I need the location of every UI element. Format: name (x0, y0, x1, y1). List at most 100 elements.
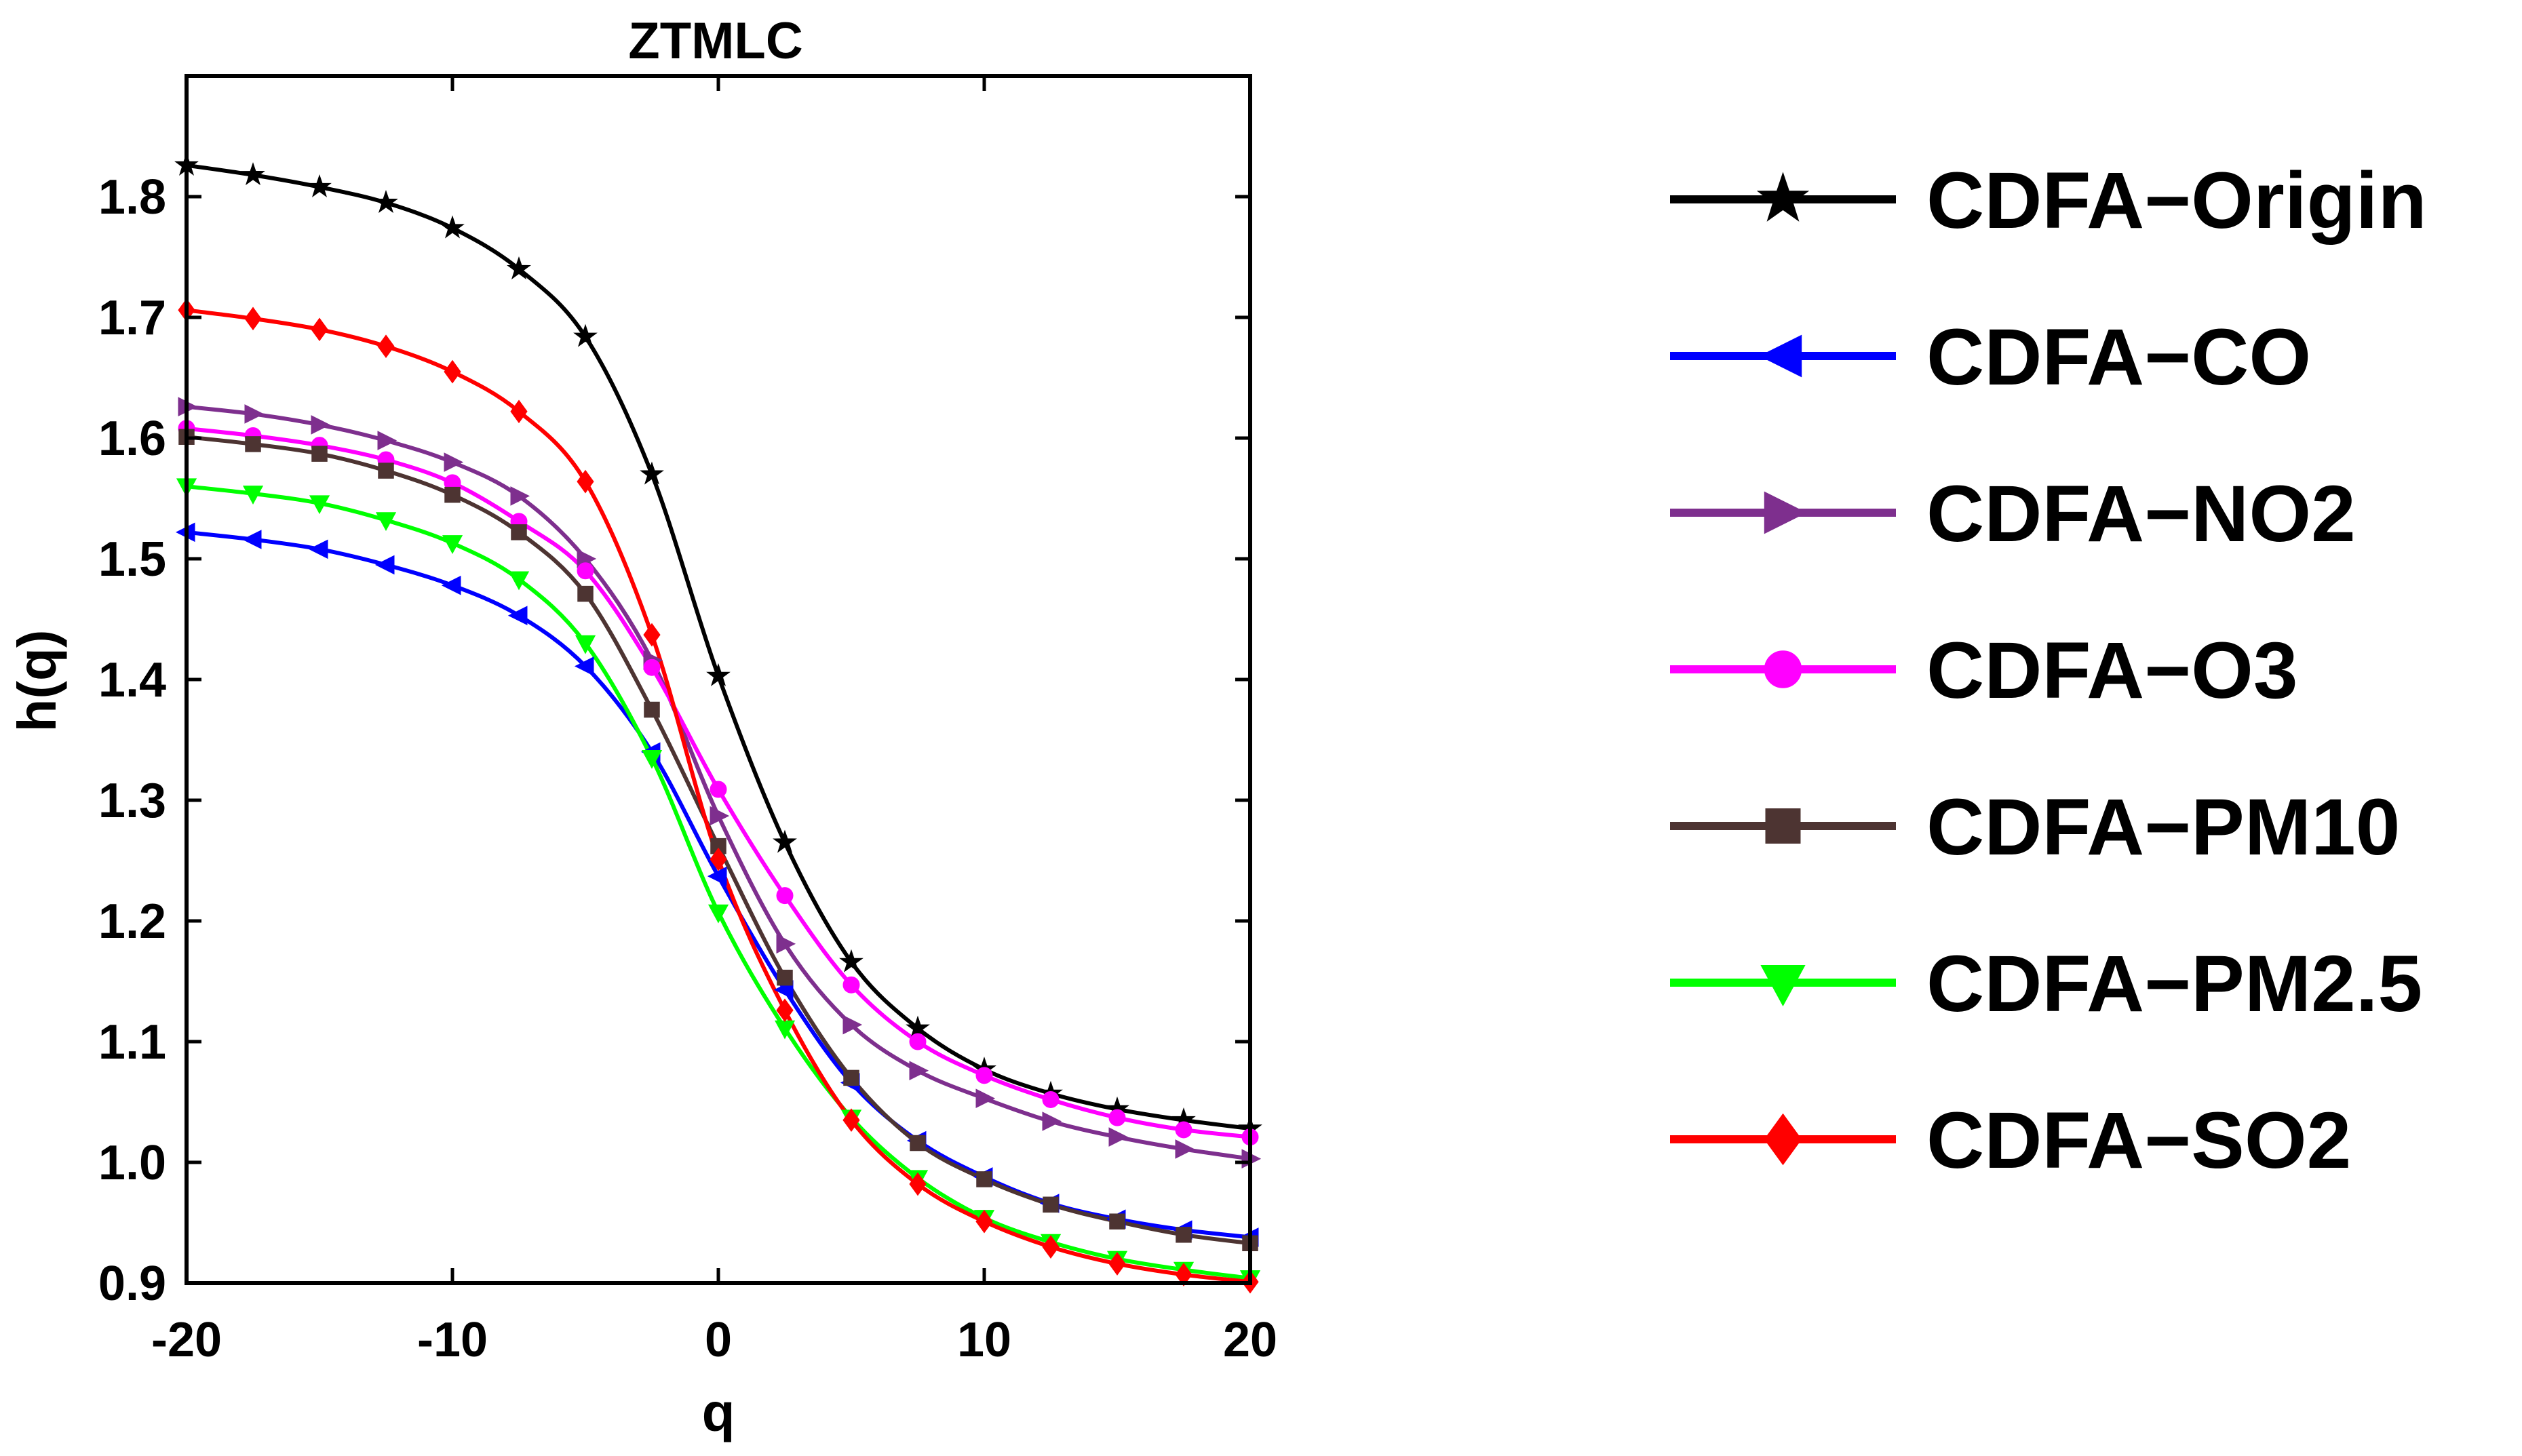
data-point-cdfa-so2-13 (1042, 1235, 1060, 1259)
data-point-cdfa-o3-15 (1175, 1121, 1192, 1139)
legend-item-cdfa-pm2-5: CDFA−PM2.5 (1670, 939, 2422, 1029)
data-point-cdfa-o3-8 (710, 781, 727, 798)
data-point-cdfa-pm2-5-6 (575, 635, 596, 654)
data-point-cdfa-so2-15 (1175, 1263, 1192, 1286)
legend-marker-star (1756, 172, 1810, 222)
series-markers-cdfa-pm10 (178, 429, 1258, 1252)
data-point-cdfa-origin-10 (839, 949, 864, 972)
data-point-cdfa-o3-9 (776, 887, 794, 905)
y-axis-label: h(q) (7, 629, 67, 732)
data-point-cdfa-co-8 (707, 866, 727, 886)
legend-label: CDFA−O3 (1926, 626, 2298, 715)
x-ticks: -20 -10 0 10 20 (151, 76, 1277, 1367)
data-point-cdfa-no2-3 (377, 431, 397, 450)
data-point-cdfa-o3-6 (577, 562, 594, 580)
legend-marker-triangle-right (1764, 491, 1807, 534)
data-point-cdfa-o3-10 (842, 976, 860, 993)
y-tick-label: 1.4 (98, 653, 166, 707)
data-point-cdfa-so2-2 (311, 317, 328, 342)
legend-item-cdfa-origin: CDFA−Origin (1670, 156, 2427, 245)
data-point-cdfa-co-1 (241, 530, 262, 549)
data-point-cdfa-origin-7 (640, 461, 664, 485)
data-point-cdfa-so2-6 (577, 469, 594, 494)
data-point-cdfa-no2-11 (909, 1061, 929, 1081)
data-point-cdfa-pm10-2 (311, 446, 328, 462)
data-point-cdfa-co-2 (308, 539, 328, 559)
data-point-cdfa-so2-1 (244, 307, 262, 331)
data-point-cdfa-so2-14 (1108, 1252, 1126, 1276)
legend-marker-triangle-down (1760, 965, 1806, 1007)
legend-marker-circle (1764, 650, 1802, 688)
legend-label: CDFA−PM2.5 (1926, 939, 2422, 1029)
legend-item-cdfa-so2: CDFA−SO2 (1670, 1096, 2351, 1185)
data-point-cdfa-no2-1 (244, 404, 265, 424)
legend-label: CDFA−CO (1926, 313, 2311, 402)
data-point-cdfa-origin-5 (507, 256, 531, 280)
chart-title: ZTMLC (628, 12, 802, 70)
data-point-cdfa-pm2-5-8 (707, 904, 729, 924)
y-tick-label: 1.5 (98, 532, 166, 587)
legend: CDFA−Origin CDFA−CO CDFA−NO2 CDFA−O3 CDFA−PM… (1670, 156, 2427, 1185)
data-point-cdfa-pm2-5-2 (309, 495, 330, 515)
data-point-cdfa-origin-4 (440, 215, 465, 239)
data-point-cdfa-origin-8 (706, 663, 731, 686)
data-point-cdfa-so2-11 (909, 1172, 927, 1196)
data-point-cdfa-pm2-5-5 (508, 571, 530, 591)
x-tick-label: -10 (417, 1313, 488, 1367)
legend-label: CDFA−PM10 (1926, 783, 2400, 872)
y-tick-label: 1.7 (98, 291, 166, 345)
data-point-cdfa-no2-9 (776, 934, 796, 954)
y-tick-label: 0.9 (98, 1257, 166, 1311)
legend-label: CDFA−Origin (1926, 156, 2427, 245)
data-point-cdfa-co-3 (374, 555, 395, 575)
data-point-cdfa-pm10-15 (1176, 1227, 1192, 1243)
data-point-cdfa-pm10-12 (976, 1171, 992, 1187)
y-tick-label: 1.8 (98, 170, 166, 224)
data-point-cdfa-pm10-7 (644, 701, 660, 718)
data-point-cdfa-no2-12 (975, 1088, 996, 1109)
data-point-cdfa-o3-14 (1108, 1109, 1126, 1126)
data-point-cdfa-pm10-11 (910, 1135, 926, 1152)
data-point-cdfa-pm10-1 (245, 436, 261, 452)
data-point-cdfa-pm10-14 (1109, 1213, 1125, 1229)
data-point-cdfa-pm2-5-7 (641, 750, 663, 769)
series-markers-cdfa-no2 (178, 397, 1262, 1169)
data-point-cdfa-pm10-3 (378, 463, 394, 479)
x-axis-label: q (702, 1382, 735, 1442)
data-point-cdfa-pm2-5-4 (442, 535, 463, 554)
data-point-cdfa-so2-4 (444, 359, 461, 384)
x-tick-label: 0 (705, 1313, 732, 1367)
data-point-cdfa-so2-12 (975, 1209, 993, 1234)
data-point-cdfa-no2-14 (1108, 1127, 1129, 1147)
data-point-cdfa-pm2-5-1 (242, 486, 264, 505)
legend-item-cdfa-co: CDFA−CO (1670, 313, 2311, 402)
data-point-cdfa-pm10-5 (511, 524, 527, 540)
legend-item-cdfa-o3: CDFA−O3 (1670, 626, 2298, 715)
y-tick-label: 1.2 (98, 894, 166, 949)
data-point-cdfa-so2-8 (710, 847, 727, 871)
legend-marker-square (1765, 808, 1801, 844)
data-point-cdfa-pm2-5-3 (375, 512, 397, 532)
y-tick-label: 1.1 (98, 1015, 166, 1069)
markers-layer (174, 152, 1262, 1294)
y-tick-label: 1.6 (98, 412, 166, 466)
data-point-cdfa-so2-7 (643, 623, 661, 647)
data-point-cdfa-o3-13 (1042, 1090, 1060, 1108)
data-point-cdfa-no2-8 (710, 806, 730, 826)
y-ticks: 0.9 1.0 1.1 1.2 1.3 1.4 1.5 1.6 1.7 1.8 (98, 170, 1250, 1311)
legend-marker-triangle-left (1759, 334, 1802, 378)
x-tick-label: 10 (957, 1313, 1011, 1367)
legend-item-cdfa-pm10: CDFA−PM10 (1670, 783, 2400, 872)
data-point-cdfa-so2-5 (510, 399, 528, 424)
legend-label: CDFA−SO2 (1926, 1096, 2351, 1185)
data-point-cdfa-no2-13 (1042, 1111, 1062, 1131)
data-point-cdfa-origin-3 (374, 190, 398, 214)
series-markers-cdfa-o3 (178, 420, 1259, 1146)
data-point-cdfa-no2-2 (311, 415, 331, 435)
data-point-cdfa-origin-2 (307, 174, 332, 197)
data-point-cdfa-origin-11 (906, 1015, 930, 1039)
data-point-cdfa-origin-1 (241, 162, 265, 186)
data-point-cdfa-pm10-9 (777, 969, 793, 986)
data-point-cdfa-pm10-4 (444, 486, 461, 503)
